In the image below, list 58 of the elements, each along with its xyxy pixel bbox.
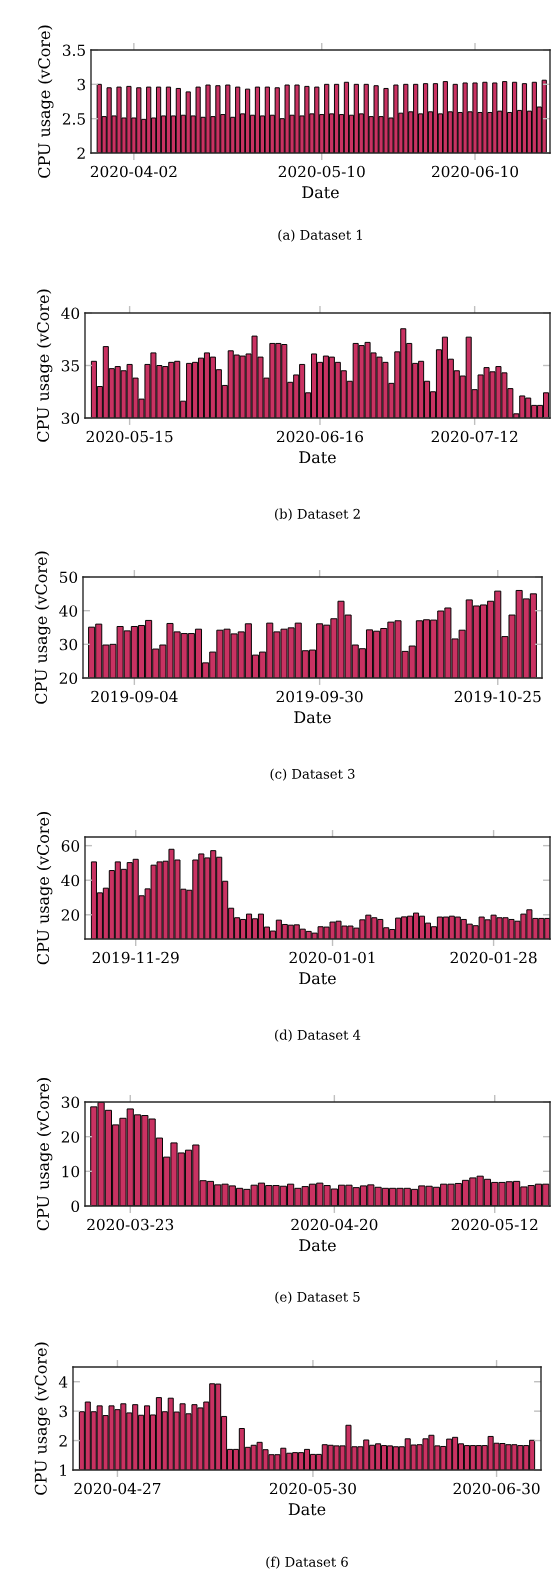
x-axis-title: Date — [302, 186, 339, 199]
text: (a) Dataset 1 — [278, 229, 362, 242]
y-tick-label: 3.5 — [63, 44, 85, 57]
text: (f) Dataset 6 — [266, 1556, 348, 1569]
y-tick-label: 50 — [60, 571, 78, 584]
text: (b) Dataset 2 — [275, 508, 360, 521]
text: (c) Dataset 3 — [270, 768, 355, 781]
x-tick-label: 2020-03-23 — [87, 1218, 174, 1231]
y-axis-title: CPU usage (vCore) — [36, 289, 53, 442]
x-tick-label: 2020-05-12 — [451, 1218, 538, 1231]
x-tick-label: 2020-05-10 — [278, 165, 365, 178]
y-tick-label: 35 — [61, 359, 79, 372]
y-tick-label: 30 — [61, 1096, 80, 1109]
y-axis-title: CPU usage (vCore) — [34, 551, 51, 704]
x-tick-label: 2020-05-15 — [86, 430, 173, 443]
y-tick-label: 20 — [59, 672, 78, 685]
y-tick-label: 20 — [61, 909, 80, 921]
y-tick-label: 60 — [61, 840, 80, 852]
x-tick-label: 2020-06-30 — [453, 1482, 540, 1495]
y-axis-title: CPU usage (vCore) — [36, 1078, 53, 1231]
y-tick-label: 2.5 — [62, 113, 85, 125]
x-axis-title: Date — [294, 711, 331, 724]
x-tick-label: 2020-06-16 — [276, 430, 364, 443]
y-tick-label: 0 — [71, 1200, 80, 1213]
x-tick-label: 2020-04-27 — [74, 1482, 161, 1495]
y-tick-label: 30 — [59, 638, 78, 651]
x-axis-title: Date — [299, 972, 336, 985]
x-axis-title: Date — [299, 1239, 336, 1252]
y-tick-label: 1 — [60, 1464, 66, 1476]
y-axis-title: CPU usage (vCore) — [37, 25, 54, 178]
y-axis-title: CPU usage (vCore) — [34, 1342, 51, 1495]
x-tick-label: 2020-04-02 — [90, 165, 177, 178]
x-tick-label: 2020-01-01 — [289, 951, 375, 964]
y-tick-label: 3 — [59, 1405, 67, 1418]
y-tick-label: 3 — [77, 78, 85, 91]
x-tick-label: 2019-09-04 — [91, 690, 178, 703]
y-tick-label: 30 — [61, 412, 80, 425]
x-tick-label: 2019-09-30 — [276, 690, 363, 703]
x-axis-title: Date — [299, 451, 336, 464]
y-tick-label: 10 — [62, 1165, 80, 1178]
y-tick-label: 20 — [61, 1131, 80, 1143]
y-tick-label: 4 — [58, 1376, 68, 1388]
y-tick-label: 40 — [61, 307, 80, 320]
text: (e) Dataset 5 — [275, 1291, 360, 1304]
y-tick-label: 2 — [59, 1435, 67, 1447]
x-tick-label: 2020-07-12 — [431, 430, 518, 443]
x-tick-label: 2019-11-29 — [92, 951, 179, 964]
x-axis-title: Date — [288, 1503, 326, 1516]
x-tick-label: 2020-05-30 — [269, 1482, 356, 1495]
text: (d) Dataset 4 — [275, 1029, 361, 1042]
y-tick-label: 40 — [59, 605, 78, 617]
y-tick-label: 40 — [61, 874, 80, 887]
y-axis-title: CPU usage (vCore) — [36, 812, 53, 965]
x-tick-label: 2019-10-25 — [454, 690, 541, 703]
x-tick-label: 2020-01-28 — [450, 951, 537, 964]
x-tick-label: 2020-04-20 — [291, 1218, 378, 1231]
x-tick-label: 2020-06-10 — [432, 165, 519, 178]
y-tick-label: 2 — [77, 147, 85, 159]
